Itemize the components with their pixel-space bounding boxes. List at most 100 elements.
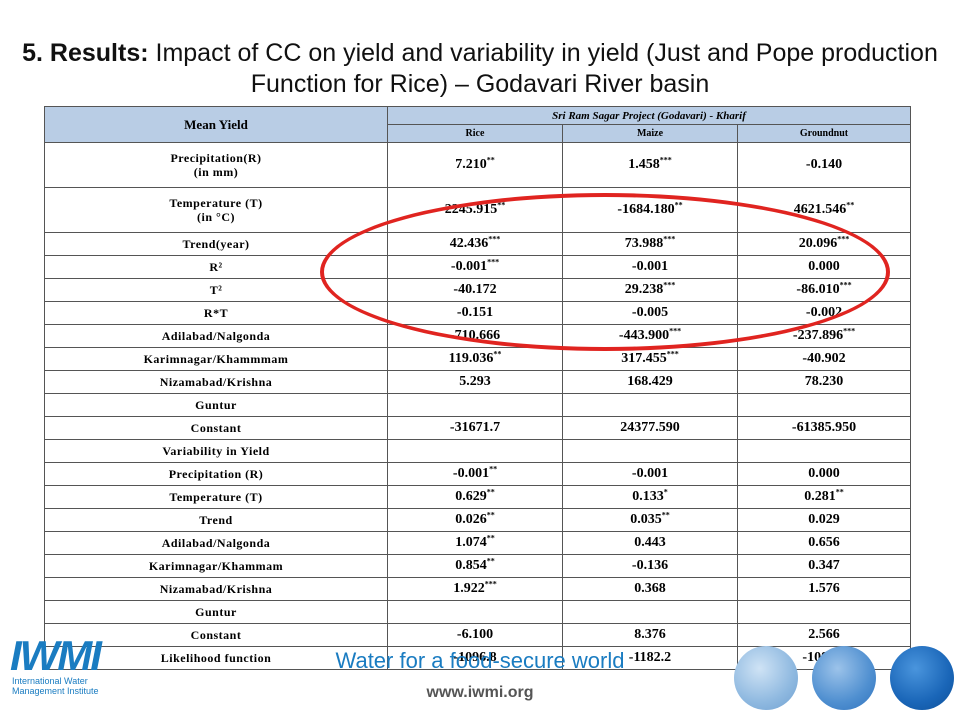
significance-stars: **: [486, 510, 495, 520]
cell-value: 0.656: [808, 535, 840, 550]
cell-value: 73.988: [624, 236, 664, 251]
value-cell: [562, 439, 738, 463]
row-label: Guntur: [44, 393, 388, 417]
cell-value: 20.096: [798, 236, 838, 251]
cell-value: 4621.546: [793, 202, 847, 217]
row-label: Nizamabad/Krishna: [44, 577, 388, 601]
value-cell: -443.900***: [562, 324, 738, 348]
row-label-text: Trend(year): [182, 237, 250, 251]
globe-icon: [890, 646, 954, 710]
value-cell: -0.001: [562, 255, 738, 279]
table-row: Karimnagar/Khammam 0.854** -0.136 0.347: [44, 554, 912, 578]
row-label: Nizamabad/Krishna: [44, 370, 388, 394]
value-cell: 0.347: [736, 554, 912, 578]
cell-value: 0.443: [634, 535, 666, 550]
cell-value: -237.896: [792, 328, 844, 343]
value-cell: -1182.2: [562, 646, 738, 670]
value-cell: 20.096***: [736, 232, 912, 256]
row-label-text: Karimnagar/Khammam: [148, 559, 284, 573]
cell-value: 0.347: [808, 558, 840, 573]
cell-value: 2245.915: [444, 202, 498, 217]
cell-value: 2.566: [808, 627, 840, 642]
cell-value: -0.001: [631, 466, 669, 481]
value-cell: -0.140: [736, 142, 912, 188]
cell-value: 317.455: [621, 351, 667, 366]
cell-value: 0.000: [808, 466, 840, 481]
cell-value: 0.629: [455, 489, 487, 504]
globe-icon: [734, 646, 798, 710]
cell-value: 0.035: [630, 512, 662, 527]
crop-header-groundnut: Groundnut: [736, 124, 912, 143]
row-label: Trend: [44, 508, 388, 532]
significance-stars: ***: [659, 155, 672, 165]
value-cell: 8.376: [562, 623, 738, 647]
row-label-text: Nizamabad/Krishna: [159, 582, 273, 596]
row-label: Adilabad/Nalgonda: [44, 324, 388, 348]
website-url[interactable]: www.iwmi.org: [426, 684, 534, 701]
cell-value: 7.210: [455, 157, 487, 172]
value-cell: [387, 439, 563, 463]
significance-stars: ***: [843, 326, 856, 336]
table-row: Precipitation (R) -0.001** -0.001 0.000: [44, 462, 912, 486]
row-label: Variability in Yield: [44, 439, 388, 463]
value-cell: -31671.7: [387, 416, 563, 440]
value-cell: -0.001**: [387, 462, 563, 486]
cell-value: -1684.180: [617, 202, 675, 217]
row-label: Precipitation (R): [44, 462, 388, 486]
significance-stars: *: [663, 487, 668, 497]
cell-value: -1182.2: [628, 650, 672, 665]
significance-stars: ***: [666, 349, 679, 359]
row-label: Temperature (T): [44, 485, 388, 509]
table-row: T² -40.172 29.238*** -86.010***: [44, 278, 912, 302]
cell-value: -443.900: [618, 328, 670, 343]
cell-value: -710.666: [449, 328, 501, 343]
table-row: Guntur: [44, 600, 912, 624]
row-label-text: Precipitation(R): [170, 151, 262, 165]
value-cell: [387, 600, 563, 624]
row-label-text: (in °C): [197, 210, 235, 224]
row-label: Precipitation(R) (in mm): [44, 142, 388, 188]
cell-value: -31671.7: [449, 420, 501, 435]
significance-stars: ***: [488, 234, 501, 244]
significance-stars: ***: [839, 280, 852, 290]
value-cell: [387, 393, 563, 417]
cell-value: -0.005: [631, 305, 669, 320]
value-cell: 0.029: [736, 508, 912, 532]
cell-value: -0.001: [631, 259, 669, 274]
results-table: Mean Yield Sri Ram Sagar Project (Godava…: [44, 106, 912, 670]
value-cell: -0.001***: [387, 255, 563, 279]
table-row: Constant -31671.7 24377.590 -61385.950: [44, 416, 912, 440]
row-label-text: Likelihood function: [160, 651, 272, 665]
row-label: Likelihood function: [44, 646, 388, 670]
significance-stars: **: [497, 200, 506, 210]
significance-stars: **: [661, 510, 670, 520]
cell-value: 42.436: [449, 236, 489, 251]
significance-stars: **: [486, 487, 495, 497]
cell-value: -61385.950: [791, 420, 857, 435]
cell-value: 0.029: [808, 512, 840, 527]
cell-value: -0.001: [450, 259, 488, 274]
row-label-text: Constant: [190, 628, 242, 642]
cell-value: 0.000: [808, 259, 840, 274]
value-cell: -6.100: [387, 623, 563, 647]
table-row: Adilabad/Nalgonda 1.074** 0.443 0.656: [44, 531, 912, 555]
significance-stars: **: [486, 155, 495, 165]
row-label-text: Adilabad/Nalgonda: [161, 329, 271, 343]
tagline: Water for a food-secure world: [335, 648, 625, 673]
cell-value: 0.133: [632, 489, 664, 504]
mean-yield-header: Mean Yield: [44, 106, 388, 143]
row-label-text: Adilabad/Nalgonda: [161, 536, 271, 550]
value-cell: 7.210**: [387, 142, 563, 188]
value-cell: 5.293: [387, 370, 563, 394]
significance-stars: **: [486, 556, 495, 566]
row-label: Adilabad/Nalgonda: [44, 531, 388, 555]
iwmi-logo: IWMI International Water Management Inst…: [10, 635, 120, 697]
value-cell: -40.902: [736, 347, 912, 371]
slide-title: 5. Results: Impact of CC on yield and va…: [0, 38, 960, 100]
value-cell: 1.074**: [387, 531, 563, 555]
row-label-text: Temperature (T): [169, 490, 263, 504]
value-cell: 0.854**: [387, 554, 563, 578]
table-row: Adilabad/Nalgonda -710.666 -443.900*** -237…: [44, 324, 912, 348]
table-row: Nizamabad/Krishna 5.293 168.429 78.230: [44, 370, 912, 394]
value-cell: 168.429: [562, 370, 738, 394]
